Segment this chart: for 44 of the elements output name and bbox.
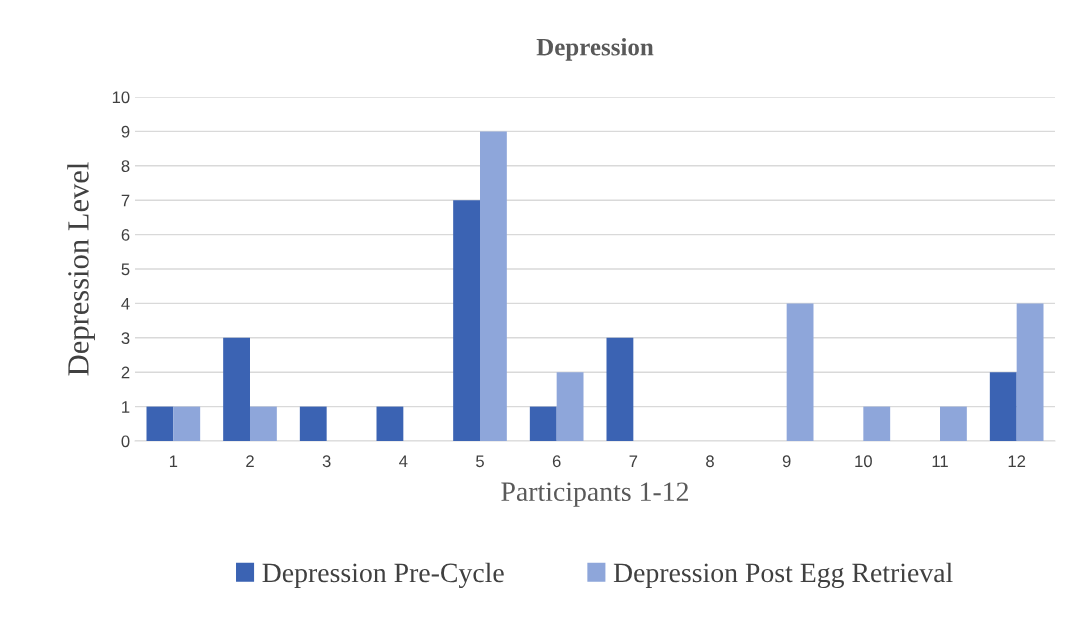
bar: [376, 406, 404, 441]
bar: [250, 406, 277, 441]
x-tick-label: 5: [476, 455, 484, 468]
bar: [529, 406, 557, 441]
y-tick-label: 0: [121, 435, 130, 448]
y-tick-label: 9: [121, 125, 130, 138]
x-tick-label: 3: [322, 455, 331, 468]
bar: [223, 337, 250, 441]
y-tick-label: 10: [112, 91, 130, 104]
bar: [786, 303, 814, 441]
bar: [989, 372, 1017, 441]
bar: [606, 337, 634, 441]
y-tick-label: 3: [121, 332, 130, 344]
y-tick-label: 7: [121, 194, 130, 207]
x-tick-label: 2: [246, 455, 254, 467]
bar: [453, 200, 480, 441]
bar: [173, 406, 201, 441]
legend-label: Depression Pre-Cycle: [262, 562, 504, 588]
y-tick-label: 8: [121, 160, 130, 172]
bar: [1016, 303, 1044, 441]
x-tick-label: 6: [552, 455, 561, 468]
y-tick-label: 4: [121, 297, 130, 310]
chart-title: Depression: [536, 37, 654, 61]
x-axis-title: Participants 1-12: [501, 482, 688, 507]
x-tick-label: 11: [932, 455, 948, 467]
bar: [863, 406, 891, 441]
bar: [940, 406, 967, 441]
x-tick-label: 1: [169, 455, 178, 467]
y-tick-label: 6: [121, 229, 130, 241]
y-tick-label: 1: [122, 401, 130, 413]
x-tick-label: 4: [399, 455, 408, 467]
bar: [299, 406, 327, 441]
bar: [146, 406, 174, 441]
x-tick-label: 10: [855, 455, 872, 468]
y-tick-label: 5: [121, 263, 130, 276]
legend-label: Depression Post Egg Retrieval: [613, 562, 953, 588]
y-tick-label: 2: [121, 366, 130, 379]
y-axis-title: Depression Level: [67, 162, 95, 376]
bar: [556, 372, 584, 441]
bar: [480, 131, 507, 441]
x-tick-label: 9: [782, 455, 791, 468]
x-tick-label: 8: [706, 455, 714, 468]
x-tick-label: 12: [1008, 455, 1026, 467]
x-tick-label: 7: [629, 455, 638, 467]
